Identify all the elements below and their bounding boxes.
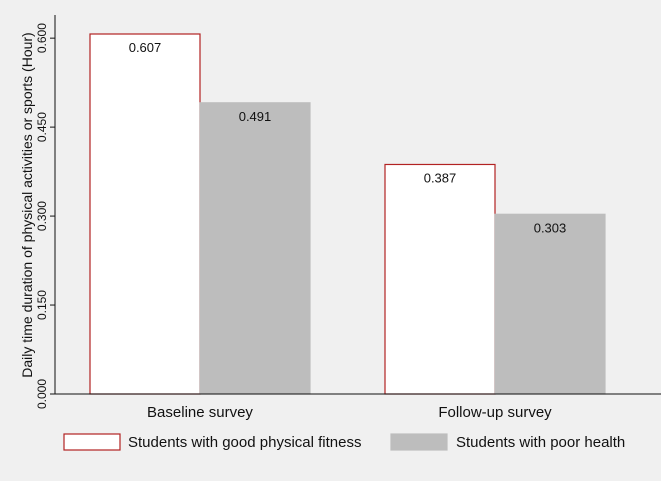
y-tick-label: 0.000 bbox=[35, 379, 49, 409]
legend-swatch bbox=[390, 433, 448, 451]
y-tick-label: 0.600 bbox=[35, 23, 49, 53]
legend-swatch bbox=[63, 433, 121, 451]
y-tick-label: 0.150 bbox=[35, 290, 49, 320]
legend-label: Students with poor health bbox=[456, 434, 625, 451]
legend: Students with good physical fitness Stude… bbox=[63, 433, 625, 451]
y-axis-title: Daily time duration of physical activiti… bbox=[19, 32, 35, 377]
bar-value-label: 0.303 bbox=[534, 220, 567, 235]
y-axis: 0.000 0.150 0.300 0.450 0.600 bbox=[35, 15, 56, 409]
y-tick-label: 0.300 bbox=[35, 201, 49, 231]
bar-value-label: 0.491 bbox=[239, 109, 272, 124]
legend-label: Students with good physical fitness bbox=[128, 434, 361, 451]
x-category-label: Baseline survey bbox=[147, 404, 253, 421]
bar-value-label: 0.607 bbox=[129, 40, 162, 55]
bar-value-label: 0.387 bbox=[424, 170, 457, 185]
x-category-label: Follow-up survey bbox=[438, 404, 552, 421]
bar bbox=[89, 33, 201, 395]
x-axis-labels: Baseline survey Follow-up survey bbox=[55, 393, 661, 421]
bar bbox=[199, 102, 311, 395]
y-tick-label: 0.450 bbox=[35, 112, 49, 142]
bar bbox=[494, 213, 606, 395]
bar bbox=[384, 163, 496, 395]
data-labels-group: 0.607 0.491 0.387 0.303 bbox=[129, 40, 567, 235]
